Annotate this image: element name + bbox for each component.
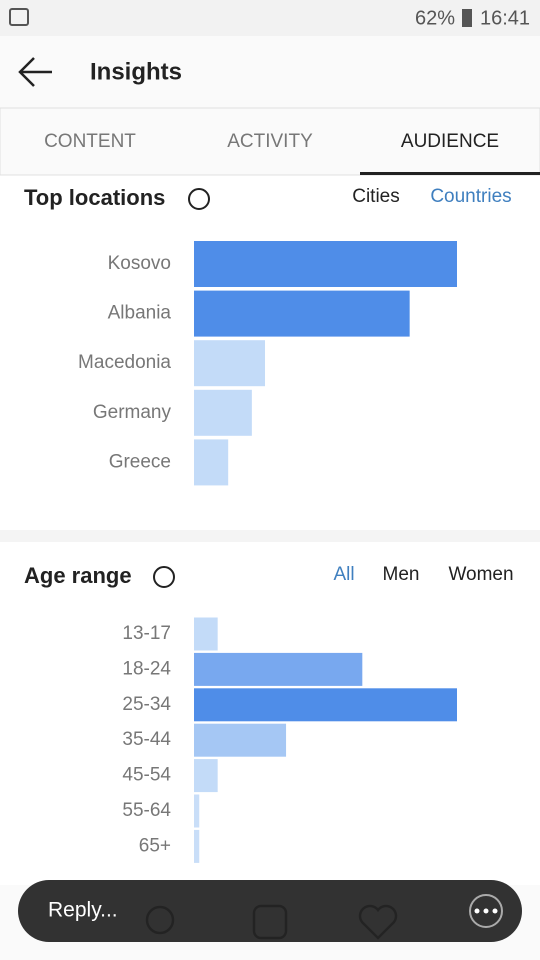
- section-title: Top locations: [24, 185, 165, 210]
- more-button[interactable]: [469, 894, 503, 928]
- section-title: Age range: [24, 563, 132, 588]
- header: [0, 36, 540, 108]
- bar: [194, 340, 266, 387]
- category-label: Kosovo: [108, 253, 171, 274]
- header-title: Insights: [90, 58, 182, 85]
- category-label: Germany: [93, 402, 172, 423]
- section-divider: [0, 530, 540, 542]
- category-label: 13-17: [122, 623, 171, 644]
- info-icon[interactable]: [153, 566, 175, 588]
- category-label: Albania: [108, 303, 172, 324]
- bar: [194, 829, 200, 863]
- bar: [194, 439, 229, 486]
- bar: [194, 617, 218, 651]
- tab-bar: [0, 107, 540, 176]
- category-label: Macedonia: [78, 352, 171, 373]
- toggle[interactable]: Men: [383, 564, 420, 585]
- status-bar: [0, 0, 540, 36]
- more-dots: [474, 908, 498, 914]
- tab-indicator: [360, 172, 540, 175]
- toggle[interactable]: Women: [448, 564, 513, 585]
- bar: [194, 723, 287, 757]
- reply-placeholder[interactable]: Reply...: [48, 899, 118, 922]
- bar: [194, 794, 200, 828]
- toggle[interactable]: Cities: [352, 186, 400, 207]
- toggle[interactable]: All: [333, 564, 354, 585]
- bar: [194, 652, 363, 686]
- bar: [194, 759, 218, 793]
- battery-text: 62%: [415, 7, 455, 29]
- category-label: 35-44: [122, 729, 171, 750]
- battery-icon: [462, 9, 472, 27]
- category-label: 18-24: [122, 658, 171, 679]
- category-label: Greece: [109, 451, 171, 472]
- category-label: 45-54: [122, 765, 171, 786]
- back-button[interactable]: [18, 57, 52, 87]
- bar: [194, 290, 410, 337]
- clock: 16:41: [480, 7, 530, 29]
- tab-active[interactable]: AUDIENCE: [401, 131, 499, 152]
- bar: [194, 241, 457, 287]
- gallery-icon: [9, 8, 29, 26]
- bar: [194, 389, 252, 436]
- reply-bar[interactable]: [18, 880, 522, 942]
- toggle[interactable]: Countries: [430, 186, 511, 207]
- bar: [194, 688, 457, 722]
- category-label: 55-64: [122, 800, 171, 821]
- tab[interactable]: CONTENT: [44, 131, 136, 152]
- info-icon[interactable]: [188, 188, 210, 210]
- tab[interactable]: ACTIVITY: [227, 131, 313, 152]
- category-label: 65+: [139, 835, 171, 856]
- category-label: 25-34: [122, 694, 171, 715]
